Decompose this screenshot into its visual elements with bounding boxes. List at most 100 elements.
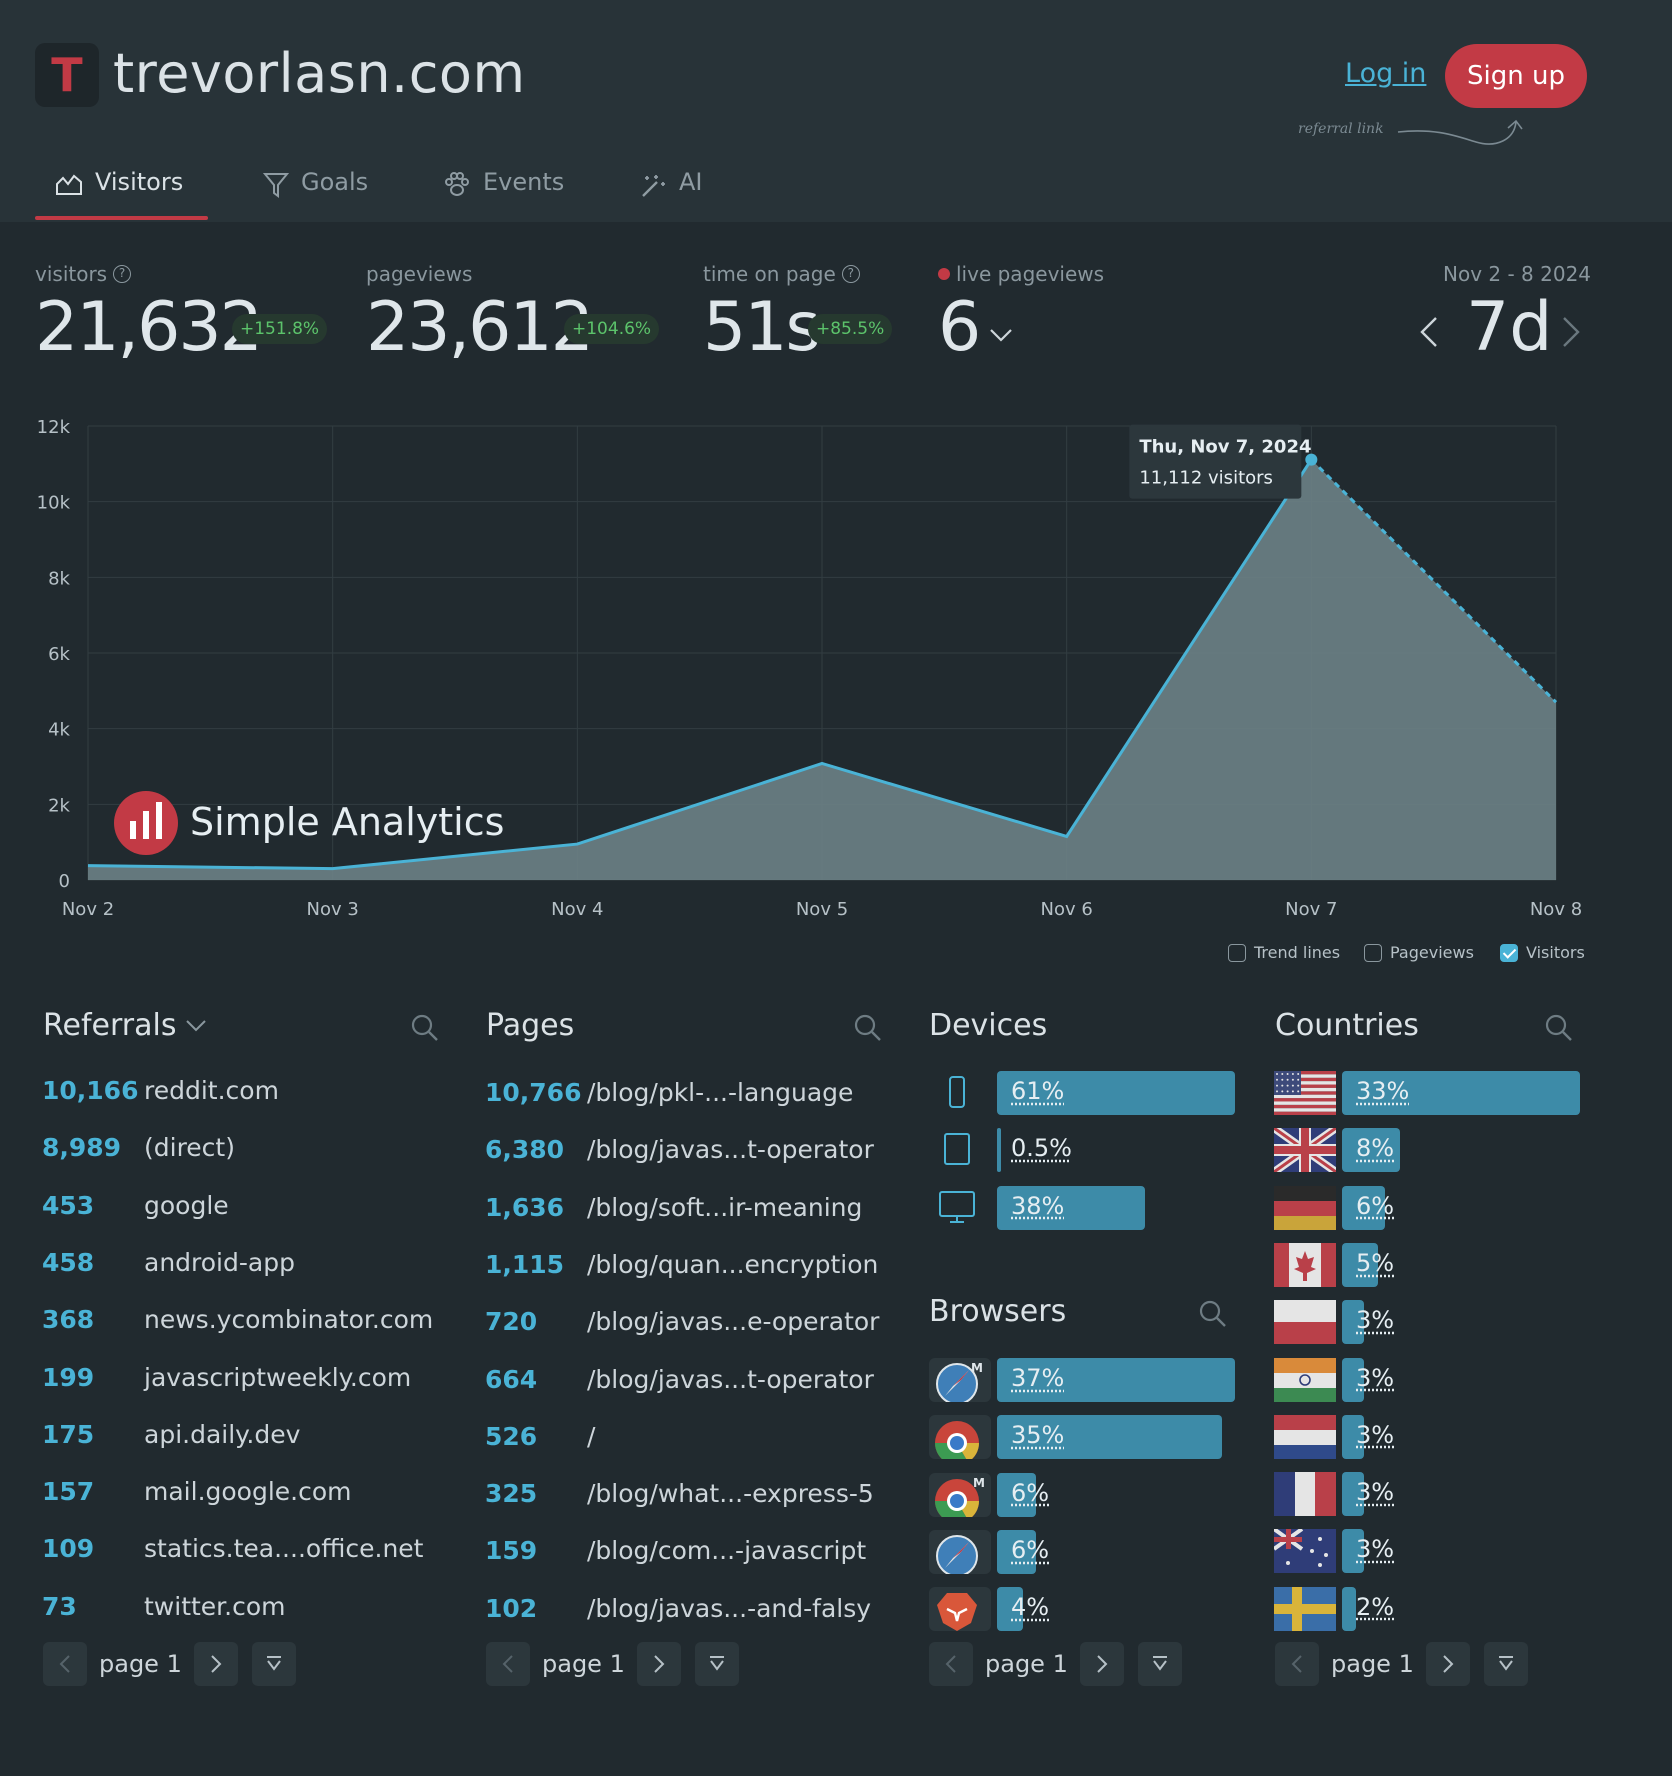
referrals-title[interactable]: Referrals (43, 1008, 208, 1043)
prev-page-button[interactable] (929, 1642, 973, 1686)
page-row[interactable]: 6,380/blog/javas...t-operator (485, 1135, 895, 1175)
next-page-button[interactable] (1079, 1642, 1124, 1686)
referral-row[interactable]: 157 mail.google.com (42, 1477, 452, 1517)
country-row[interactable]: 3% (1342, 1472, 1580, 1517)
referral-label[interactable]: javascriptweekly.com (144, 1362, 412, 1392)
site-name[interactable]: trevorlasn.com (113, 42, 526, 105)
help-icon[interactable]: ? (113, 265, 132, 283)
page-row[interactable]: 159/blog/com...-javascript (485, 1536, 895, 1576)
page-row[interactable]: 720/blog/javas...e-operator (485, 1307, 895, 1347)
legend-trend[interactable]: Trend lines (1228, 943, 1340, 962)
page-label[interactable]: /blog/javas...t-operator (587, 1364, 874, 1394)
tab-events[interactable]: Events (443, 168, 564, 222)
page-row[interactable]: 325/blog/what...-express-5 (485, 1479, 895, 1519)
referral-label[interactable]: (direct) (144, 1133, 235, 1163)
referral-label[interactable]: api.daily.dev (144, 1419, 301, 1449)
country-row[interactable]: 3% (1342, 1529, 1580, 1574)
page-row[interactable]: 1,115/blog/quan...encryption (485, 1250, 895, 1290)
search-icon[interactable] (1198, 1299, 1228, 1329)
expand-button[interactable] (1483, 1642, 1528, 1686)
referral-label[interactable]: reddit.com (144, 1076, 279, 1105)
prev-page-button[interactable] (1275, 1642, 1319, 1686)
referral-row[interactable]: 458 android-app (42, 1248, 452, 1288)
legend-visitors[interactable]: Visitors (1500, 943, 1585, 962)
tab-visitors[interactable]: Visitors (55, 168, 183, 222)
country-row[interactable]: 6% (1342, 1185, 1580, 1230)
country-row[interactable]: 3% (1342, 1414, 1580, 1459)
browser-row[interactable]: 6% (997, 1472, 1235, 1517)
expand-button[interactable] (1137, 1642, 1182, 1686)
visitors-checkbox[interactable] (1500, 943, 1518, 962)
y-tick-label: 10k (37, 493, 71, 514)
page-row[interactable]: 102/blog/javas...-and-falsy (485, 1594, 895, 1634)
device-row[interactable]: 61% (997, 1071, 1235, 1115)
country-row[interactable]: 3% (1342, 1300, 1580, 1345)
trend-checkbox[interactable] (1228, 943, 1246, 962)
chevron-down-icon[interactable] (988, 326, 1014, 344)
site-logo[interactable]: T (35, 43, 99, 107)
referral-label[interactable]: statics.tea....office.net (144, 1534, 424, 1564)
chevron-right-icon[interactable] (1560, 316, 1582, 348)
referral-label[interactable]: android-app (144, 1247, 295, 1277)
search-icon[interactable] (1544, 1013, 1574, 1043)
page-label[interactable]: /blog/soft...ir-meaning (587, 1192, 863, 1222)
tab-goals[interactable]: Goals (263, 168, 368, 222)
chevron-left-icon[interactable] (1418, 316, 1440, 348)
prev-page-button[interactable] (43, 1642, 87, 1686)
prev-page-button[interactable] (486, 1642, 530, 1686)
login-link[interactable]: Log in (1345, 58, 1427, 89)
country-row[interactable]: 2% (1342, 1586, 1580, 1631)
page-row[interactable]: 526 / (485, 1422, 895, 1462)
referral-label[interactable]: google (144, 1190, 229, 1220)
page-label[interactable]: /blog/javas...t-operator (587, 1135, 874, 1165)
page-label[interactable]: /blog/pkl-...-language (587, 1078, 854, 1107)
range-selector[interactable]: 7d (1466, 288, 1553, 367)
page-label[interactable]: / (587, 1421, 596, 1451)
referral-label[interactable]: mail.google.com (144, 1477, 352, 1507)
referral-row[interactable]: 10,166 reddit.com (42, 1076, 452, 1116)
page-label[interactable]: /blog/javas...e-operator (587, 1307, 880, 1337)
referral-label[interactable]: twitter.com (144, 1591, 286, 1621)
device-row[interactable]: 38% (997, 1185, 1235, 1230)
referral-row[interactable]: 73 twitter.com (42, 1592, 452, 1632)
browser-row[interactable]: 4% (997, 1587, 1235, 1632)
browser-row[interactable]: 37% (997, 1358, 1235, 1402)
device-row[interactable]: 0.5% (997, 1128, 1235, 1173)
browser-row[interactable]: 35% (997, 1415, 1235, 1460)
referral-row[interactable]: 368 news.ycombinator.com (42, 1305, 452, 1345)
page-row[interactable]: 10,766/blog/pkl-...-language (485, 1078, 895, 1118)
legend-pageviews[interactable]: Pageviews (1364, 943, 1474, 962)
data-point[interactable] (1305, 453, 1318, 466)
country-row[interactable]: 5% (1342, 1242, 1580, 1287)
help-icon[interactable]: ? (841, 265, 860, 283)
country-bar (1342, 1242, 1379, 1287)
referral-label[interactable]: news.ycombinator.com (144, 1305, 434, 1335)
expand-button[interactable] (694, 1642, 739, 1686)
referral-row[interactable]: 199 javascriptweekly.com (42, 1363, 452, 1403)
expand-button[interactable] (251, 1642, 296, 1686)
signup-button[interactable]: Sign up (1445, 44, 1587, 108)
page-label[interactable]: /blog/com...-javascript (587, 1536, 867, 1566)
search-icon[interactable] (853, 1013, 883, 1043)
referral-count: 199 (42, 1362, 95, 1392)
browser-row[interactable]: 6% (997, 1529, 1235, 1574)
visitors-chart[interactable]: 0 2k 4k 6k 8k 10k 12k Nov 2 Nov 3 Nov 4 Nov 5 Nov 6… (0, 400, 1672, 930)
referral-row[interactable]: 8,989 (direct) (42, 1133, 452, 1173)
referral-row[interactable]: 109 statics.tea....office.net (42, 1534, 452, 1574)
page-label[interactable]: /blog/javas...-and-falsy (587, 1593, 872, 1623)
search-icon[interactable] (410, 1013, 440, 1043)
referral-row[interactable]: 175 api.daily.dev (42, 1420, 452, 1460)
next-page-button[interactable] (1425, 1642, 1470, 1686)
next-page-button[interactable] (193, 1642, 238, 1686)
country-row[interactable]: 33% (1342, 1071, 1580, 1115)
page-row[interactable]: 664/blog/javas...t-operator (485, 1365, 895, 1405)
page-row[interactable]: 1,636/blog/soft...ir-meaning (485, 1193, 895, 1233)
next-page-button[interactable] (636, 1642, 681, 1686)
page-label[interactable]: /blog/what...-express-5 (587, 1479, 874, 1509)
referral-row[interactable]: 453 google (42, 1191, 452, 1231)
pageviews-checkbox[interactable] (1364, 943, 1382, 962)
country-row[interactable]: 3% (1342, 1357, 1580, 1402)
country-row[interactable]: 8% (1342, 1128, 1580, 1173)
page-label[interactable]: /blog/quan...encryption (587, 1249, 879, 1279)
tab-ai[interactable]: AI (639, 168, 703, 222)
